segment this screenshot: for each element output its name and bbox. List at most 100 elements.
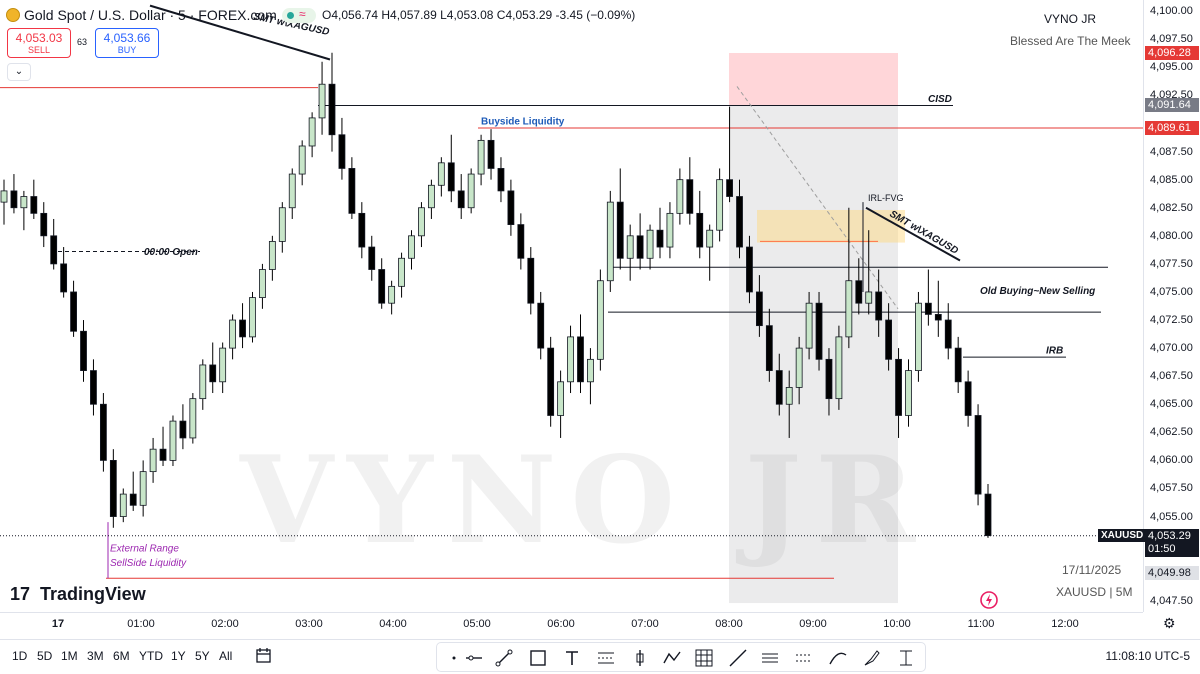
price-axis[interactable]: 4,100.00 4,097.50 4,095.00 4,092.50 4,087.50… [1143,0,1200,612]
bear-candle[interactable] [447,162,455,192]
symbol-title[interactable]: Gold Spot / U.S. Dollar · 5 · FOREX.com [24,7,277,23]
bull-candle[interactable] [259,269,266,298]
bear-candle[interactable] [30,196,38,214]
bear-candle[interactable] [209,364,217,383]
bear-candle[interactable] [80,330,87,371]
bull-candle[interactable] [298,145,306,175]
bear-candle[interactable] [755,291,763,327]
bull-candle[interactable] [915,302,922,371]
bull-candle[interactable] [139,471,147,506]
bear-candle[interactable] [984,493,992,537]
date-range-icon[interactable] [254,646,274,666]
bear-candle[interactable] [964,381,972,416]
bear-candle[interactable] [736,196,743,248]
bull-candle[interactable] [308,117,316,147]
bear-candle[interactable] [338,134,346,169]
bear-candle[interactable] [924,302,932,315]
bear-candle[interactable] [746,246,753,293]
bull-candle[interactable] [845,280,853,338]
bull-candle[interactable] [169,420,177,461]
bear-candle[interactable] [537,302,545,349]
bull-candle[interactable] [477,139,485,175]
bull-candle[interactable] [437,162,445,186]
range-3m[interactable]: 3M [87,649,104,663]
curve-icon[interactable] [827,647,849,669]
bull-candle[interactable] [318,83,326,119]
bear-candle[interactable] [50,235,58,265]
range-1y[interactable]: 1Y [171,649,186,663]
premium-zone-rect[interactable] [729,53,898,106]
smt-left-line[interactable] [149,4,331,61]
settings-gear-icon[interactable]: ⚙ [1163,615,1176,631]
bear-candle[interactable] [368,246,376,270]
bear-candle[interactable] [696,212,704,248]
bear-candle[interactable] [378,269,386,304]
long-position-icon[interactable] [793,647,815,669]
bull-candle[interactable] [785,387,793,405]
grid-icon[interactable] [693,647,715,669]
bear-candle[interactable] [159,448,167,461]
bull-candle[interactable] [398,257,405,287]
bear-candle[interactable] [109,460,117,517]
bear-candle[interactable] [825,358,833,400]
bull-candle[interactable] [229,319,237,349]
bear-candle[interactable] [577,336,584,383]
bear-candle[interactable] [934,314,942,321]
bull-candle[interactable] [0,190,8,203]
lightning-alert-icon[interactable] [979,590,999,610]
bear-candle[interactable] [765,325,773,371]
bear-candle[interactable] [527,257,535,304]
range-all[interactable]: All [219,649,233,663]
bear-candle[interactable] [885,319,893,360]
fvg-zone-rect[interactable] [757,209,905,243]
retracement-dashed-line[interactable] [736,86,899,310]
bear-candle[interactable] [70,291,77,332]
bull-candle[interactable] [288,173,296,209]
measure-icon[interactable] [895,647,917,669]
bear-candle[interactable] [656,229,664,248]
bear-candle[interactable] [636,235,644,259]
range-1m[interactable]: 1M [61,649,78,663]
bear-candle[interactable] [686,179,694,214]
pattern-icon[interactable] [661,647,683,669]
range-zone-rect[interactable] [729,105,898,604]
bear-candle[interactable] [40,212,48,237]
bull-candle[interactable] [587,358,594,383]
collapse-chevron-icon[interactable]: ⌄ [7,63,31,81]
smt-right-line[interactable] [865,206,961,262]
bull-candle[interactable] [805,302,813,349]
bear-candle[interactable] [944,319,952,349]
bear-candle[interactable] [90,370,97,405]
bear-candle[interactable] [974,415,982,495]
sell-button[interactable]: 4,053.03 SELL [7,28,71,58]
bull-candle[interactable] [596,280,604,360]
chart-area[interactable]: SMT w\XAGUSD CISD Buyside Liquidity 00:00 O… [0,0,1143,612]
fib-retracement-icon[interactable] [595,647,617,669]
bear-candle[interactable] [775,370,783,405]
bull-candle[interactable] [676,179,684,214]
bear-candle[interactable] [328,83,336,136]
range-ytd[interactable]: YTD [139,649,163,663]
range-1d[interactable]: 1D [12,649,28,663]
bull-candle[interactable] [278,207,286,242]
bear-candle[interactable] [875,291,883,321]
bear-candle[interactable] [348,168,356,214]
bull-candle[interactable] [835,336,843,400]
bear-candle[interactable] [616,201,624,259]
bull-candle[interactable] [666,212,674,248]
utc-clock[interactable]: 11:08:10 UTC-5 [1105,649,1191,663]
range-5y[interactable]: 5Y [195,649,210,663]
bull-candle[interactable] [408,235,415,259]
bull-candle[interactable] [149,448,157,473]
bear-candle[interactable] [10,190,18,209]
parallel-channel-icon[interactable] [759,647,781,669]
text-icon[interactable] [561,647,583,669]
bear-candle[interactable] [358,212,366,248]
bear-candle[interactable] [815,302,823,360]
bull-candle[interactable] [795,347,803,388]
bull-candle[interactable] [567,336,574,383]
bull-candle[interactable] [557,381,565,416]
brush-icon[interactable] [861,647,883,669]
bear-candle[interactable] [129,493,137,506]
